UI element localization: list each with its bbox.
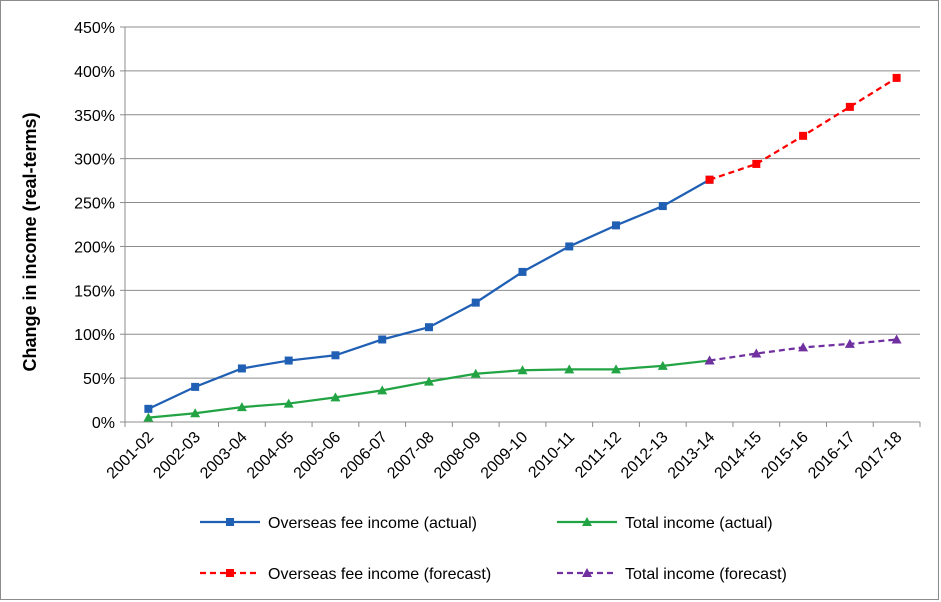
legend-label: Total income (forecast) <box>625 566 787 583</box>
data-point <box>845 102 854 111</box>
x-tick-label: 2008-09 <box>431 429 485 483</box>
y-axis-label: Change in income (real-terms) <box>20 112 40 371</box>
legend-entry: Overseas fee income (actual) <box>200 515 477 532</box>
data-point <box>705 175 714 184</box>
y-tick-label: 150% <box>74 283 115 300</box>
x-tick-label: 2002-03 <box>150 429 204 483</box>
data-point <box>518 267 527 276</box>
x-tick-labels: 2001-022002-032003-042004-052005-062006-… <box>104 429 906 483</box>
y-tick-label: 350% <box>74 108 115 125</box>
data-point <box>799 131 808 140</box>
x-tick-label: 2006-07 <box>337 429 391 483</box>
x-tick-label: 2017-18 <box>852 429 906 483</box>
x-tick-label: 2012-13 <box>618 429 672 483</box>
data-point <box>236 402 247 412</box>
data-point <box>423 376 434 386</box>
y-tick-label: 100% <box>74 327 115 344</box>
x-tick-label: 2001-02 <box>104 429 158 483</box>
data-point <box>377 385 388 395</box>
x-tick-label: 2003-04 <box>197 429 251 483</box>
legend-label: Overseas fee income (actual) <box>268 515 477 532</box>
x-tick-label: 2011-12 <box>572 429 625 482</box>
axes <box>120 26 921 427</box>
data-point <box>844 338 855 348</box>
data-point <box>517 365 528 375</box>
legend-entry: Total income (actual) <box>557 515 773 532</box>
data-point <box>564 364 575 374</box>
legend-entry: Total income (forecast) <box>557 566 787 583</box>
x-tick-label: 2005-06 <box>291 429 345 483</box>
series-markers <box>143 73 902 422</box>
y-tick-label: 0% <box>92 415 115 432</box>
data-point <box>144 404 153 413</box>
data-point <box>143 412 154 422</box>
data-point <box>612 221 621 230</box>
data-point <box>798 342 809 352</box>
data-point <box>284 356 293 365</box>
data-point <box>752 159 761 168</box>
series-line-3 <box>709 76 898 181</box>
x-tick-label: 2015-16 <box>758 429 812 483</box>
series-line-1 <box>147 178 711 410</box>
data-point <box>471 298 480 307</box>
data-point <box>190 408 201 418</box>
legend-label: Overseas fee income (forecast) <box>268 566 491 583</box>
data-point <box>378 335 387 344</box>
data-point <box>331 351 340 360</box>
legend-entry: Overseas fee income (forecast) <box>200 566 491 583</box>
y-tick-label: 450% <box>74 20 115 37</box>
data-point <box>891 334 902 344</box>
x-tick-label: 2010-11 <box>525 429 578 482</box>
x-tick-label: 2014-15 <box>712 429 766 483</box>
x-tick-label: 2007-08 <box>384 429 438 483</box>
data-point <box>565 242 574 251</box>
data-point <box>751 348 762 358</box>
x-tick-label: 2016-17 <box>805 429 859 483</box>
data-point <box>283 398 294 408</box>
y-tick-label: 250% <box>74 196 115 213</box>
y-tick-label: 400% <box>74 64 115 81</box>
data-point <box>892 73 901 82</box>
y-tick-label: 200% <box>74 239 115 256</box>
x-tick-label: 2009-10 <box>478 429 532 483</box>
legend-swatch-marker <box>226 518 234 526</box>
data-point <box>657 360 668 370</box>
legend-swatch-marker <box>582 517 592 526</box>
x-tick-label: 2013-14 <box>665 429 719 483</box>
data-point <box>191 382 200 391</box>
legend-swatch-marker <box>582 568 592 577</box>
data-point <box>704 355 715 365</box>
x-tick-label: 2004-05 <box>244 429 298 483</box>
legend-swatch-marker <box>226 569 234 577</box>
legend-label: Total income (actual) <box>625 515 773 532</box>
data-point <box>611 364 622 374</box>
y-tick-labels: 0% 50% 100% 150% 200% 250% 300% 350% 400% 450% <box>74 20 115 432</box>
gridlines <box>125 26 920 379</box>
series-line-2 <box>148 359 710 419</box>
data-point <box>658 202 667 211</box>
legend: Overseas fee income (actual) Total income… <box>200 515 787 583</box>
y-tick-label: 50% <box>83 371 115 388</box>
data-point <box>237 364 246 373</box>
data-point <box>330 392 341 402</box>
y-tick-label: 300% <box>74 152 115 169</box>
data-point <box>470 368 481 378</box>
data-point <box>424 323 433 332</box>
